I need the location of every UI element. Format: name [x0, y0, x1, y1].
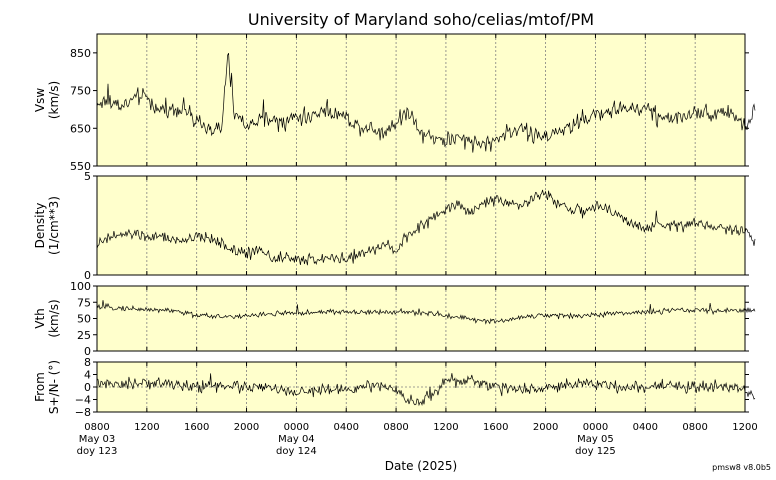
y-tick-label: 100	[70, 280, 91, 293]
x-tick-label: 0400	[334, 422, 359, 433]
version-label: pmsw8 v8.0b5	[712, 463, 771, 472]
series-line-from	[96, 373, 756, 407]
series-line-vsw	[96, 52, 756, 153]
y-tick-label: 50	[77, 313, 91, 326]
panel-density: 0 5 Density (1/cm**3)	[33, 170, 756, 282]
series-line-vth	[96, 300, 756, 325]
x-tick-label: 1200	[433, 422, 458, 433]
y-tick-label: 550	[70, 160, 91, 173]
x-tick-label: 0800	[682, 422, 707, 433]
date-label: May 04	[278, 434, 315, 445]
x-tick-label: 1600	[184, 422, 209, 433]
y-tick-label: 0	[84, 345, 91, 358]
x-tick-label: 0000	[284, 422, 309, 433]
y-tick-label: 4	[84, 369, 91, 382]
panel-background	[97, 34, 745, 166]
x-tick-label: 2000	[234, 422, 259, 433]
panel-frame	[96, 33, 746, 167]
y-tick-label: 25	[77, 329, 91, 342]
y-axis-label: (1/cm**3)	[47, 196, 61, 255]
y-tick-label: 75	[77, 296, 91, 309]
date-label: May 05	[577, 434, 614, 445]
x-tick-label: 1200	[134, 422, 159, 433]
y-axis-label: (km/s)	[47, 81, 61, 119]
panel-vth: 0 25 50 75 100 Vth (km/s)	[33, 280, 756, 358]
y-tick-label: −4	[75, 394, 91, 407]
y-axis-label: (km/s)	[47, 299, 61, 337]
panel-vsw: 550 650 750 850 Vsw (km/s)	[33, 33, 756, 173]
y-tick-label: 5	[84, 170, 91, 183]
x-tick-label: 0800	[383, 422, 408, 433]
y-axis-label: From	[33, 372, 47, 402]
x-axis-label: Date (2025)	[385, 459, 457, 473]
x-tick-label: 2000	[533, 422, 558, 433]
y-axis-label: S+/N- (°)	[47, 360, 61, 414]
y-tick-label: 0	[84, 381, 91, 394]
x-tick-label: 0800	[84, 422, 109, 433]
panel-frame	[96, 175, 746, 276]
y-tick-label: 850	[70, 47, 91, 60]
x-axis: 0800 1200 1600 2000 0000 0400 0800 1200 1600 2000…	[77, 422, 758, 457]
x-tick-label: 0400	[633, 422, 658, 433]
y-tick-label: 8	[84, 356, 91, 369]
y-tick-label: 0	[84, 269, 91, 282]
y-tick-label: 650	[70, 122, 91, 135]
doy-label: doy 125	[575, 446, 616, 457]
x-tick-label: 1200	[732, 422, 757, 433]
doy-label: doy 124	[276, 446, 317, 457]
series-line-density	[96, 189, 756, 266]
x-tick-label: 1600	[483, 422, 508, 433]
y-tick-label: −8	[75, 406, 91, 419]
y-axis-label: Vsw	[33, 88, 47, 112]
y-tick-label: 750	[70, 85, 91, 98]
y-axis-label: Vth	[33, 308, 47, 329]
y-axis-label: Density	[33, 203, 47, 249]
x-tick-label: 0000	[583, 422, 608, 433]
doy-label: doy 123	[77, 446, 118, 457]
chart-title: University of Maryland soho/celias/mtof/…	[248, 10, 594, 29]
panel-background	[97, 286, 745, 351]
date-label: May 03	[79, 434, 116, 445]
